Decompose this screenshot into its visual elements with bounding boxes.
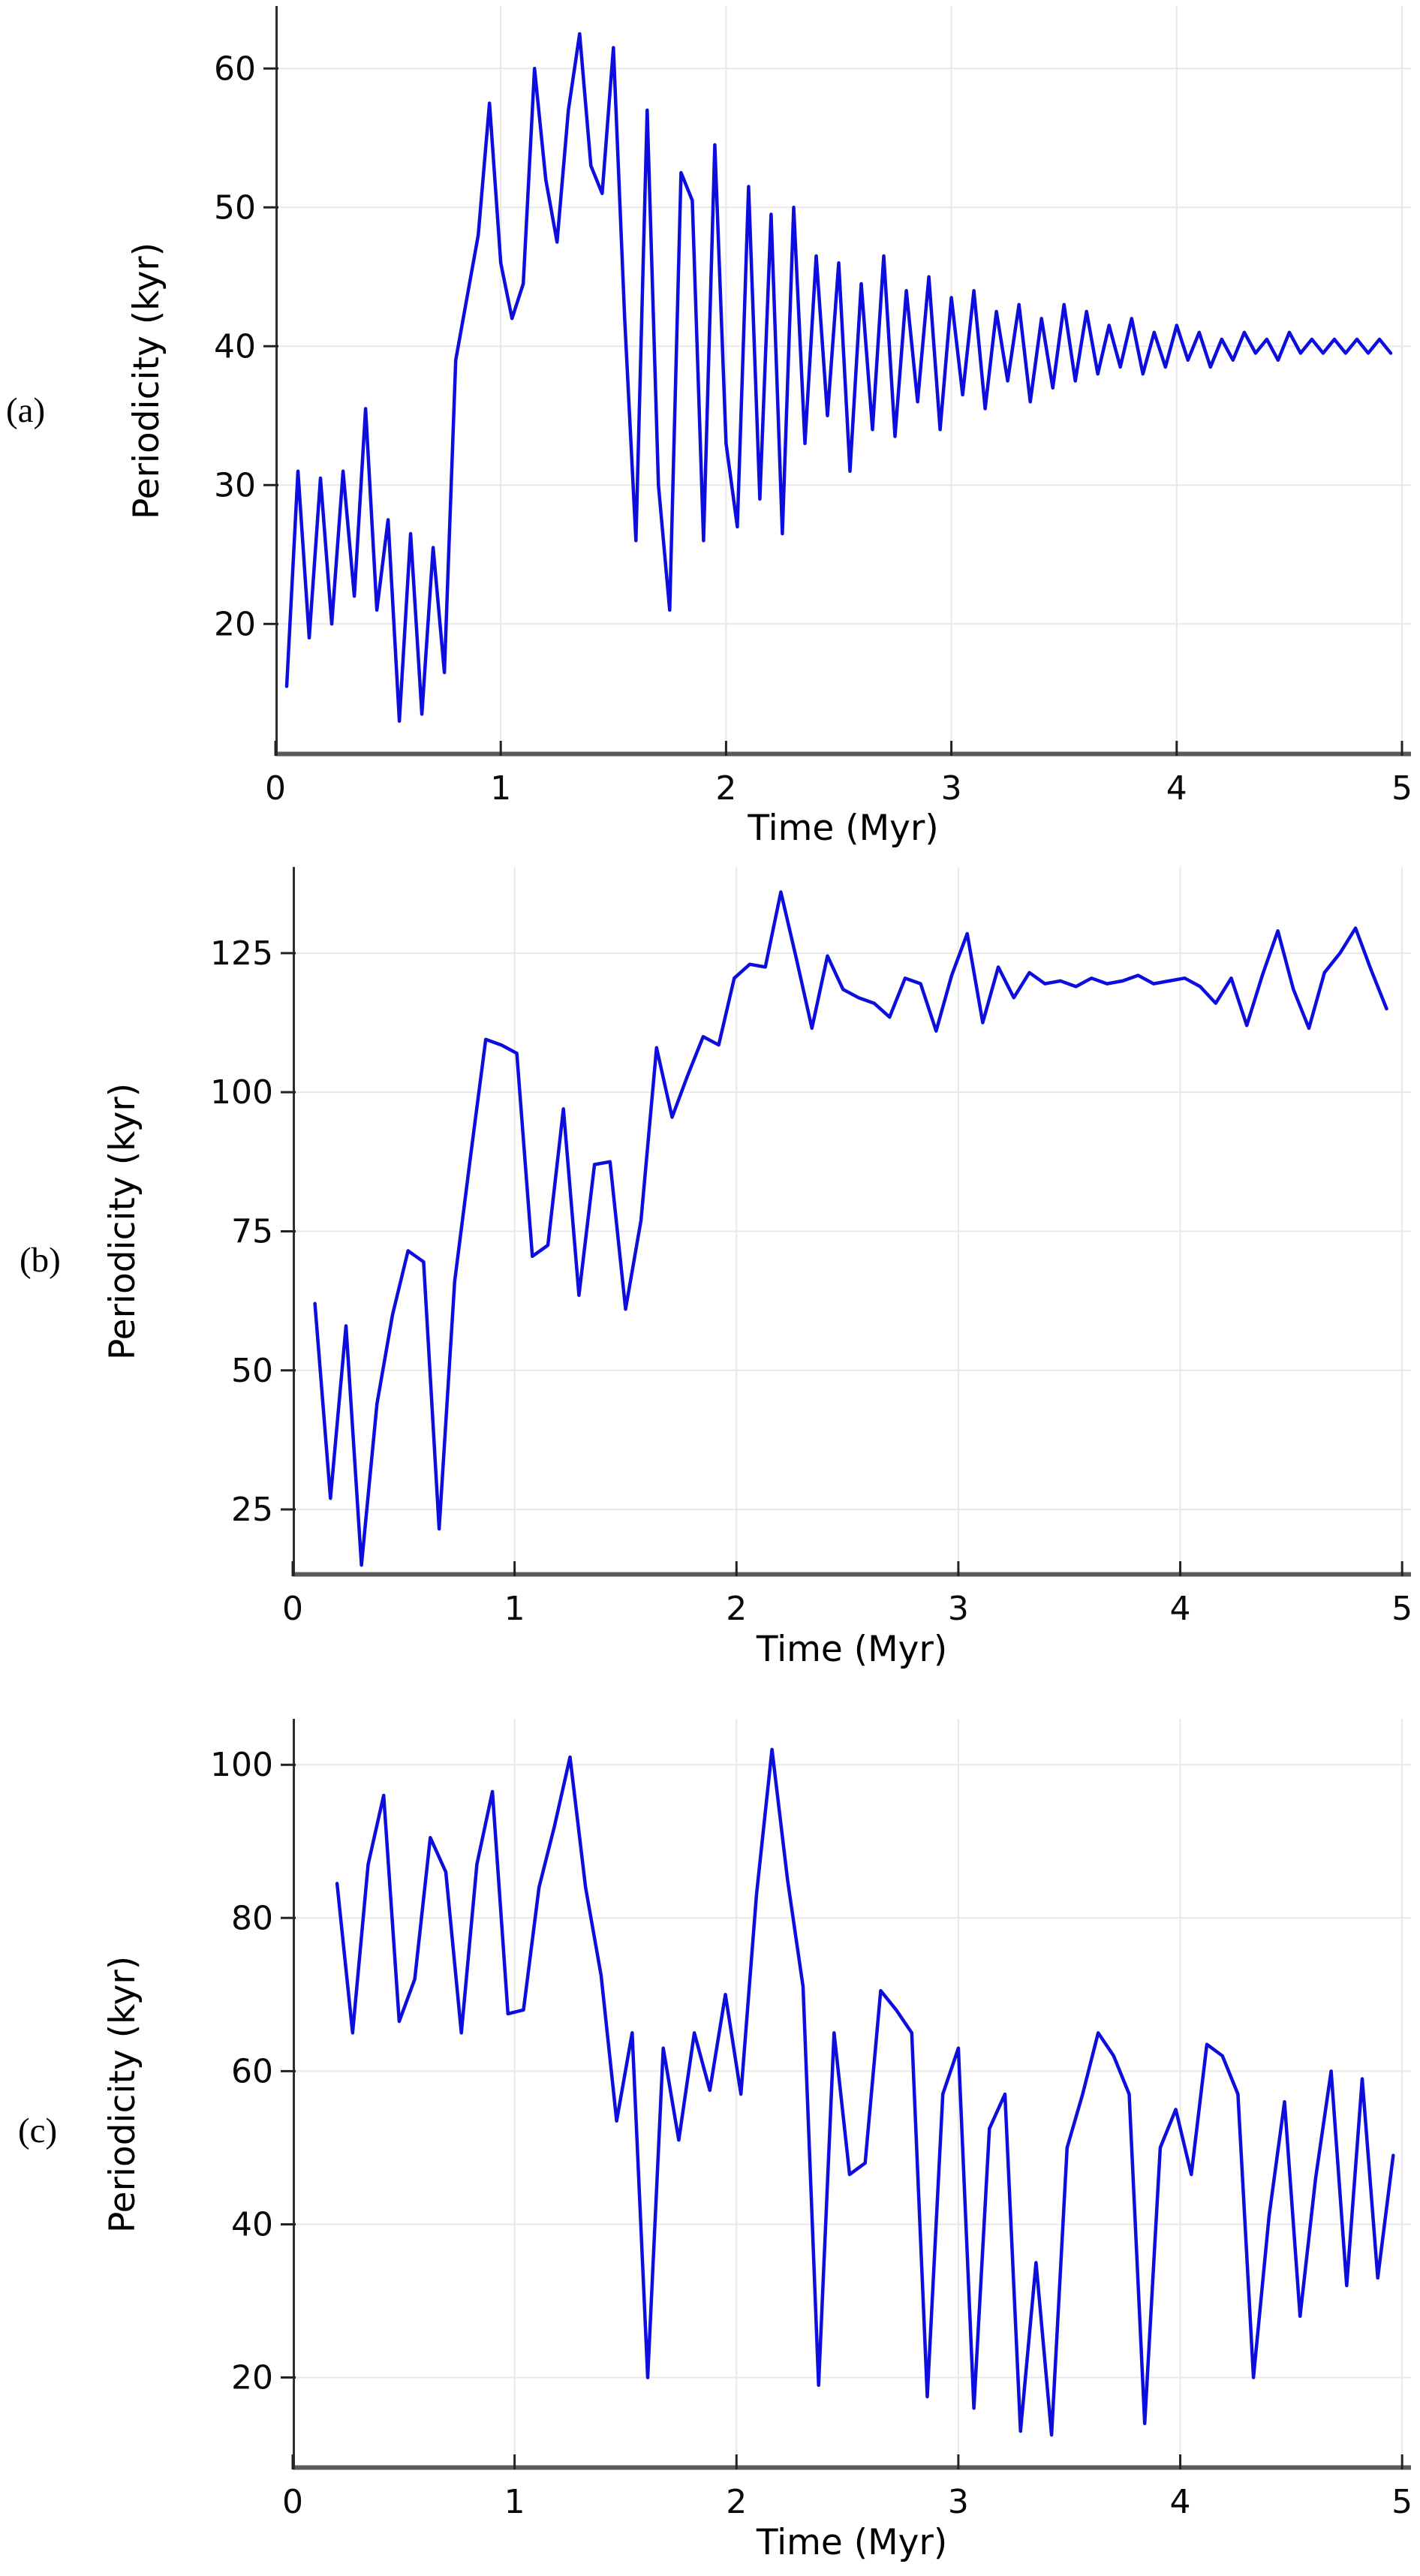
- svg-text:3: 3: [948, 2483, 969, 2521]
- svg-text:0: 0: [282, 2483, 303, 2521]
- svg-text:40: 40: [214, 327, 256, 366]
- svg-text:2: 2: [715, 769, 736, 808]
- svg-text:20: 20: [214, 605, 256, 643]
- x-axis-label-b: Time (Myr): [756, 1629, 948, 1670]
- y-axis-label-a: Periodicity (kyr): [126, 242, 167, 520]
- svg-text:1: 1: [504, 2483, 525, 2521]
- line-chart-a: 0 1 2 3 4 5 20 30 40 50 60: [214, 6, 1412, 808]
- panel-letter-b: (b): [20, 1241, 61, 1280]
- line-chart-c: 0 1 2 3 4 5 20 40 60 80 100: [210, 1719, 1412, 2521]
- svg-text:25: 25: [231, 1491, 273, 1529]
- x-axis-label-c: Time (Myr): [756, 2522, 948, 2563]
- svg-text:5: 5: [1391, 2483, 1412, 2521]
- svg-text:3: 3: [941, 769, 962, 808]
- svg-text:5: 5: [1391, 1590, 1412, 1628]
- svg-text:0: 0: [265, 769, 286, 808]
- svg-text:4: 4: [1170, 1590, 1191, 1628]
- x-axis-label-a: Time (Myr): [748, 808, 939, 849]
- svg-text:40: 40: [231, 2205, 273, 2243]
- svg-text:1: 1: [504, 1590, 525, 1628]
- svg-text:100: 100: [210, 1073, 273, 1112]
- svg-text:20: 20: [231, 2359, 273, 2397]
- svg-text:50: 50: [231, 1352, 273, 1390]
- svg-text:125: 125: [210, 934, 273, 973]
- svg-text:2: 2: [726, 1590, 747, 1628]
- svg-text:2: 2: [726, 2483, 747, 2521]
- svg-text:3: 3: [948, 1590, 969, 1628]
- svg-text:80: 80: [231, 1899, 273, 1937]
- svg-text:75: 75: [231, 1212, 273, 1250]
- svg-text:60: 60: [231, 2052, 273, 2090]
- svg-text:30: 30: [214, 466, 256, 504]
- svg-text:1: 1: [490, 769, 511, 808]
- svg-text:4: 4: [1166, 769, 1187, 808]
- y-axis-label-c: Periodicity (kyr): [102, 1955, 143, 2233]
- svg-text:4: 4: [1170, 2483, 1191, 2521]
- svg-text:100: 100: [210, 1746, 273, 1784]
- line-chart-b: 0 1 2 3 4 5 25 50 75 100 125: [210, 867, 1412, 1628]
- svg-text:60: 60: [214, 50, 256, 88]
- panel-letter-c: (c): [18, 2111, 58, 2150]
- panel-letter-a: (a): [6, 391, 46, 430]
- svg-text:50: 50: [214, 188, 256, 227]
- y-axis-label-b: Periodicity (kyr): [102, 1082, 143, 1361]
- svg-text:5: 5: [1391, 769, 1412, 808]
- svg-text:0: 0: [282, 1590, 303, 1628]
